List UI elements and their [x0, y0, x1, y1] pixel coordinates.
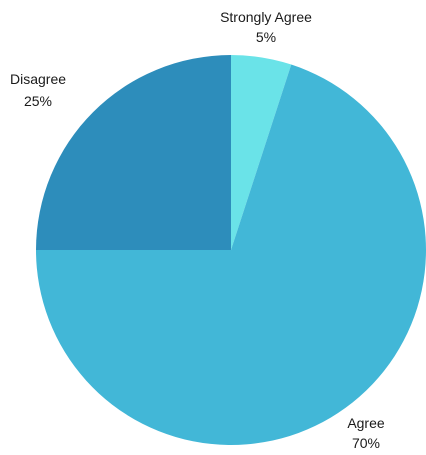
slice-label-disagree: Disagree [10, 71, 66, 87]
slice-value-label-agree: 70% [352, 435, 380, 450]
slice-label-strongly-agree: Strongly Agree [220, 9, 312, 25]
pie-slice-strongly-agree [231, 55, 292, 250]
pie-slices [36, 55, 426, 445]
pie-slice-disagree [36, 55, 231, 250]
slice-value-label-strongly-agree: 5% [256, 29, 276, 45]
pie-labels: Strongly Agree 5% Agree 70% Disagree 25% [10, 9, 385, 451]
slice-value-label-disagree: 25% [24, 93, 52, 109]
pie-slice-agree [36, 64, 426, 445]
slice-label-agree: Agree [347, 415, 385, 431]
